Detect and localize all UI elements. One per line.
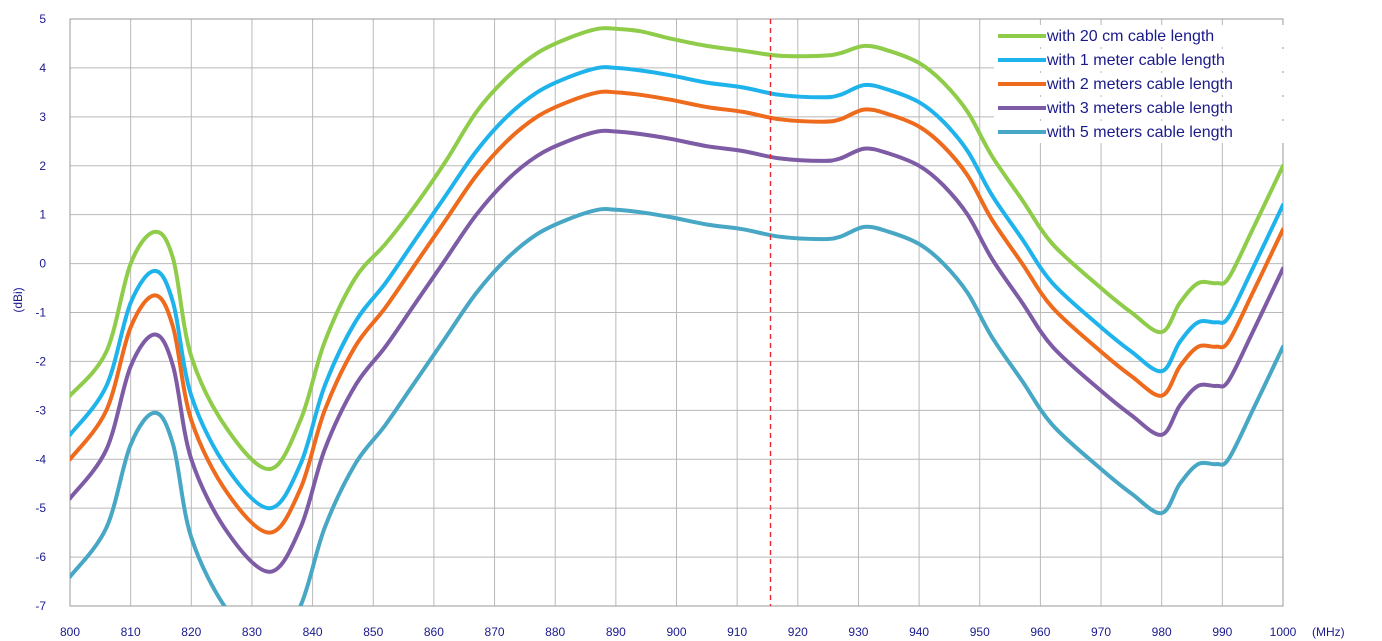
x-tick-label: 810 <box>121 625 141 639</box>
legend-entry-background <box>994 25 1289 47</box>
x-tick-label: 860 <box>424 625 444 639</box>
y-tick-label: -1 <box>35 306 46 320</box>
series-line <box>70 206 1283 606</box>
y-tick-label: 4 <box>39 61 46 75</box>
y-tick-label: -3 <box>35 403 46 417</box>
y-tick-label: -5 <box>35 501 46 515</box>
x-tick-label: 990 <box>1212 625 1232 639</box>
x-tick-label: 970 <box>1091 625 1111 639</box>
x-axis-label: (MHz) <box>1312 625 1345 639</box>
y-tick-label: 1 <box>39 208 46 222</box>
series-layer <box>70 25 1283 606</box>
x-tick-label: 920 <box>788 625 808 639</box>
x-tick-label: 930 <box>848 625 868 639</box>
x-tick-label: 950 <box>970 625 990 639</box>
series-line <box>70 25 1283 471</box>
plot-frame <box>69 18 1284 607</box>
plot-border <box>69 18 1284 607</box>
y-tick-label: -6 <box>35 550 46 564</box>
x-tick-label: 840 <box>303 625 323 639</box>
legend-label: with 3 meters cable length <box>1046 100 1233 117</box>
legend-label: with 20 cm cable length <box>1046 28 1214 45</box>
x-tick-label: 830 <box>242 625 262 639</box>
y-tick-labels: 5 4 3 2 1 0 -1 -2 -3 -4 -5 -6 -7 <box>35 12 46 613</box>
legend-label: with 5 meters cable length <box>1046 124 1233 141</box>
x-tick-label: 960 <box>1030 625 1050 639</box>
legend-label: with 2 meters cable length <box>1046 76 1233 93</box>
series-line <box>70 89 1283 535</box>
x-tick-labels: 800 810 820 830 840 850 860 870 880 890 900 910 920 9… <box>60 625 1297 639</box>
y-tick-label: -7 <box>35 599 46 613</box>
y-axis-label: (dBi) <box>11 287 25 312</box>
x-tick-label: 1000 <box>1270 625 1297 639</box>
x-tick-label: 850 <box>363 625 383 639</box>
legend-entry-background <box>994 73 1289 95</box>
y-tick-label: -2 <box>35 354 46 368</box>
x-tick-label: 870 <box>485 625 505 639</box>
series-line <box>70 65 1283 511</box>
y-tick-label: 5 <box>39 12 46 26</box>
x-tick-label: 890 <box>606 625 626 639</box>
legend: with 20 cm cable length with 1 meter cabl… <box>994 25 1289 143</box>
y-tick-label: 3 <box>39 110 46 124</box>
x-tick-label: 900 <box>666 625 686 639</box>
series-line <box>70 128 1283 574</box>
x-tick-label: 880 <box>545 625 565 639</box>
legend-entry-background <box>994 121 1289 143</box>
x-tick-label: 940 <box>909 625 929 639</box>
legend-entry-background <box>994 97 1289 119</box>
x-tick-label: 910 <box>727 625 747 639</box>
x-tick-label: 800 <box>60 625 80 639</box>
legend-label: with 1 meter cable length <box>1046 52 1225 69</box>
y-tick-label: 0 <box>39 257 46 271</box>
x-tick-label: 980 <box>1152 625 1172 639</box>
legend-entry-background <box>994 49 1289 71</box>
y-tick-label: 2 <box>39 159 46 173</box>
x-tick-label: 820 <box>181 625 201 639</box>
y-tick-label: -4 <box>35 452 46 466</box>
